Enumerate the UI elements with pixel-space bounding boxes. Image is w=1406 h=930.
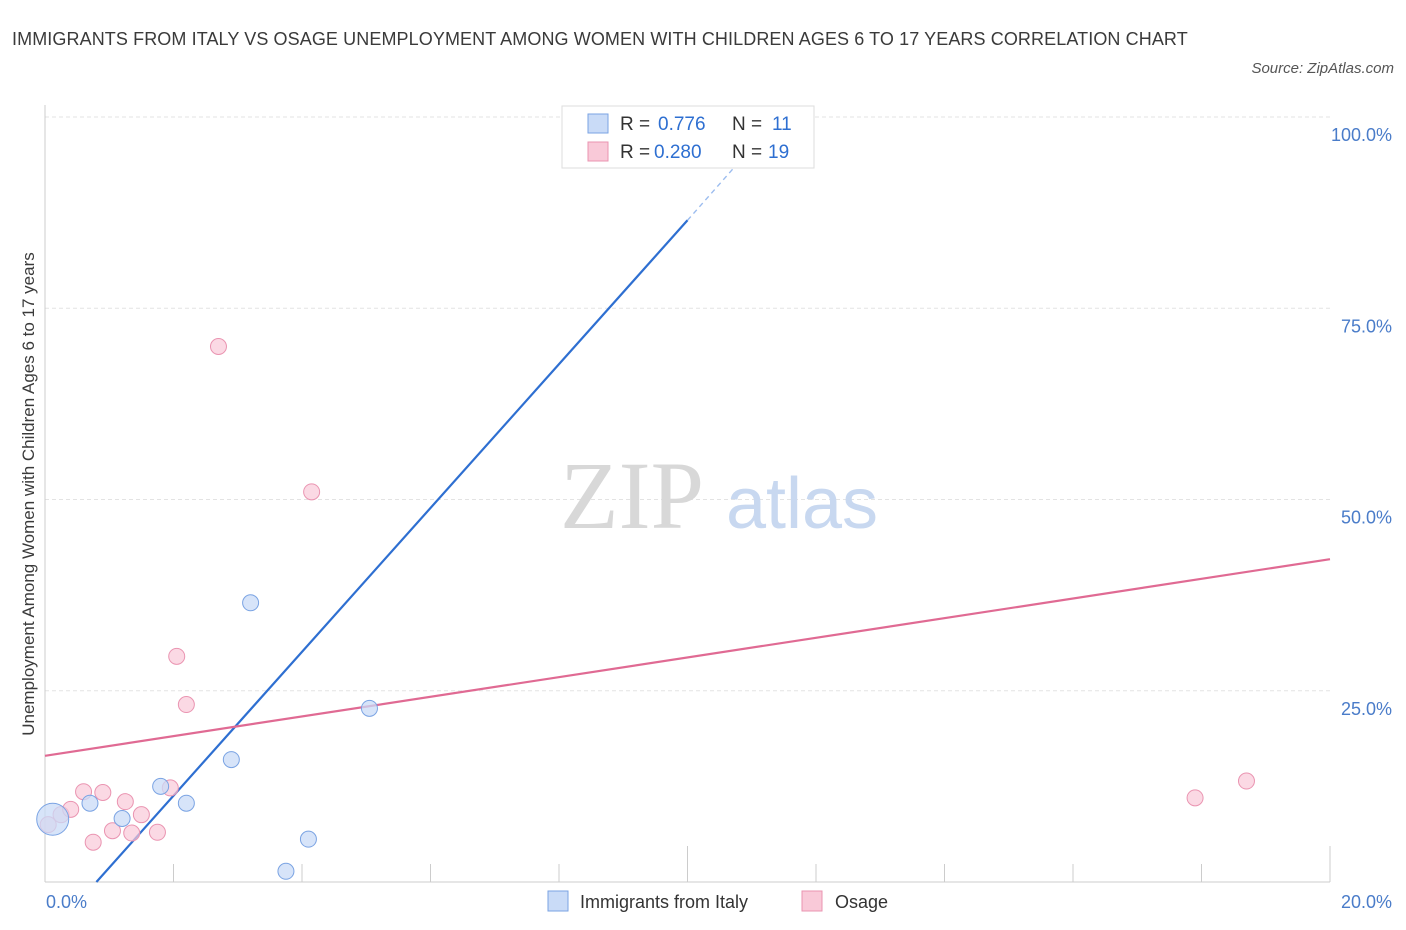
- x-tick-label: 0.0%: [46, 892, 87, 912]
- legend-r-value: 0.280: [654, 142, 702, 163]
- source-label: Source: ZipAtlas.com: [1251, 60, 1394, 77]
- legend-swatch-italy: [587, 113, 609, 134]
- x-tick-label: 20.0%: [1341, 892, 1392, 912]
- tick-labels: 100.0% 75.0% 50.0% 25.0% 0.0% 20.0%: [46, 125, 1392, 912]
- italy-point: [152, 777, 170, 795]
- legend-r-value: 0.776: [658, 114, 706, 135]
- bottom-legend-osage: Osage: [835, 892, 888, 912]
- italy-point: [36, 802, 70, 836]
- legend-n-label: N =: [732, 142, 762, 163]
- watermark-atlas: atlas: [726, 464, 878, 544]
- trend-line-italy: [95, 219, 689, 883]
- y-axis-label: Unemployment Among Women with Children A…: [19, 252, 38, 736]
- osage-point: [123, 824, 141, 842]
- trend-lines: [44, 147, 1331, 883]
- italy-point: [177, 794, 195, 812]
- italy-point: [222, 751, 240, 769]
- osage-point: [148, 823, 166, 841]
- osage-point: [177, 696, 195, 714]
- legend-n-value: 11: [772, 114, 792, 135]
- italy-point: [242, 594, 260, 612]
- y-tick-label: 75.0%: [1341, 316, 1392, 336]
- italy-point: [113, 810, 131, 828]
- osage-point: [168, 647, 186, 665]
- legend-n-label: N =: [732, 114, 762, 135]
- italy-point: [81, 794, 99, 812]
- chart-title: IMMIGRANTS FROM ITALY VS OSAGE UNEMPLOYM…: [12, 29, 1188, 49]
- legend-swatch-osage: [587, 141, 609, 162]
- y-tick-label: 50.0%: [1341, 508, 1392, 528]
- y-tick-label: 25.0%: [1341, 699, 1392, 719]
- legend-n-value: 19: [768, 142, 789, 163]
- italy-point: [360, 699, 378, 717]
- bottom-legend-swatch-italy: [547, 890, 569, 912]
- osage-point: [116, 793, 134, 811]
- italy-point: [299, 830, 317, 848]
- watermark-zip: ZIP: [560, 442, 704, 549]
- watermark: ZIP atlas: [560, 442, 878, 549]
- trend-line-italy-extension: [686, 147, 753, 221]
- osage-point: [94, 783, 112, 801]
- bottom-legend: Immigrants from Italy Osage: [547, 890, 888, 912]
- axes: [44, 105, 1331, 883]
- bottom-legend-swatch-osage: [801, 890, 823, 912]
- osage-point: [1237, 772, 1255, 790]
- osage-point: [1186, 789, 1204, 807]
- y-tick-label: 100.0%: [1331, 125, 1392, 145]
- data-points: [36, 108, 1255, 880]
- legend-r-label: R =: [620, 114, 650, 135]
- osage-point: [303, 483, 321, 501]
- osage-point: [84, 833, 102, 851]
- legend-r-label: R =: [620, 142, 650, 163]
- italy-point: [277, 862, 295, 880]
- osage-point: [103, 822, 121, 840]
- bottom-legend-italy: Immigrants from Italy: [580, 892, 748, 912]
- osage-point: [209, 338, 227, 355]
- grid-lines: [45, 116, 1330, 692]
- osage-point: [132, 806, 150, 824]
- legend-box: R = 0.776 N = 11 R = 0.280 N = 19: [561, 105, 815, 169]
- trend-line-osage: [44, 558, 1331, 757]
